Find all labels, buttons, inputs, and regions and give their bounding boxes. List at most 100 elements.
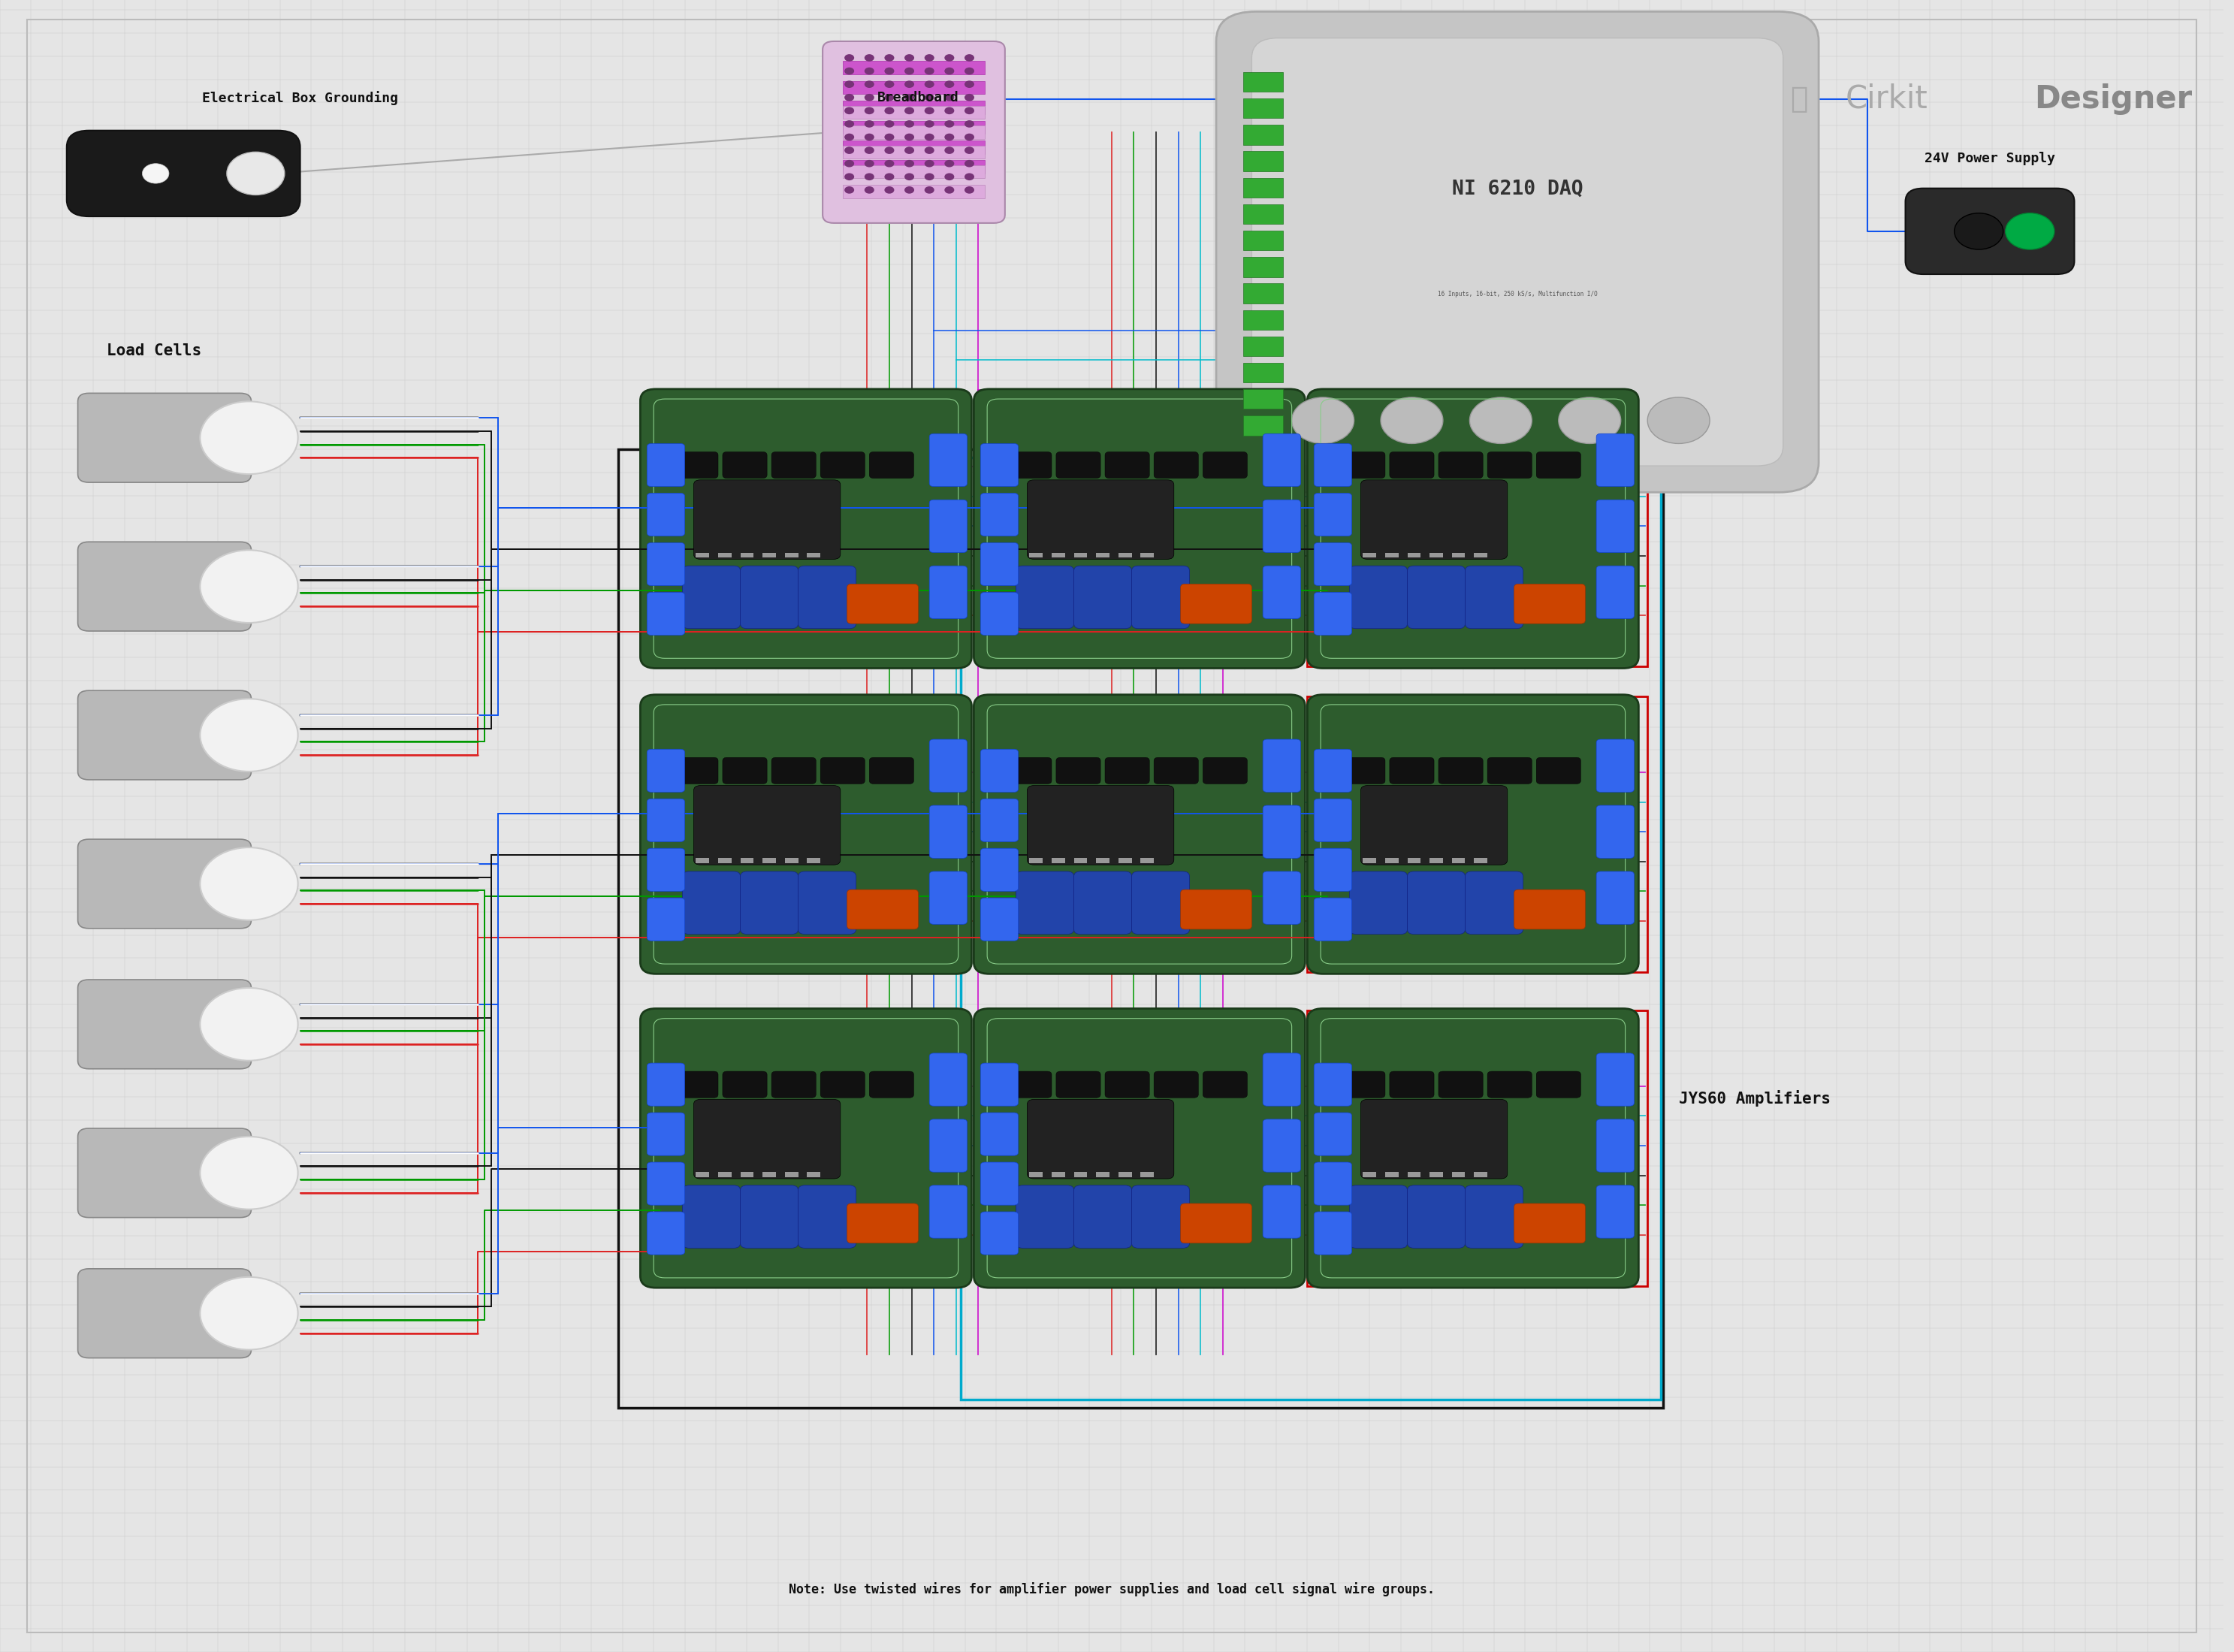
FancyBboxPatch shape bbox=[1133, 872, 1188, 935]
Text: 24V Power Supply: 24V Power Supply bbox=[1923, 152, 2055, 165]
FancyBboxPatch shape bbox=[974, 694, 1305, 975]
FancyBboxPatch shape bbox=[1361, 1100, 1508, 1180]
Bar bbox=[1242, 284, 1282, 304]
FancyBboxPatch shape bbox=[974, 1008, 1305, 1289]
Circle shape bbox=[201, 1277, 297, 1350]
FancyBboxPatch shape bbox=[981, 542, 1019, 586]
Circle shape bbox=[844, 187, 853, 193]
Bar bbox=[1242, 231, 1282, 251]
Bar bbox=[1075, 552, 1088, 558]
Circle shape bbox=[865, 160, 873, 167]
FancyBboxPatch shape bbox=[1314, 899, 1352, 942]
FancyBboxPatch shape bbox=[641, 1008, 972, 1289]
Circle shape bbox=[865, 173, 873, 180]
Circle shape bbox=[201, 847, 297, 920]
Circle shape bbox=[885, 81, 894, 88]
Circle shape bbox=[965, 55, 974, 61]
Circle shape bbox=[844, 81, 853, 88]
FancyBboxPatch shape bbox=[1075, 872, 1133, 935]
FancyBboxPatch shape bbox=[648, 750, 686, 793]
FancyBboxPatch shape bbox=[1361, 479, 1508, 558]
Circle shape bbox=[885, 121, 894, 127]
Circle shape bbox=[1646, 398, 1709, 444]
FancyBboxPatch shape bbox=[847, 1203, 918, 1244]
Text: Note: Use twisted wires for amplifier power supplies and load cell signal wire g: Note: Use twisted wires for amplifier po… bbox=[789, 1583, 1434, 1596]
Circle shape bbox=[965, 94, 974, 101]
FancyBboxPatch shape bbox=[869, 1072, 914, 1099]
FancyBboxPatch shape bbox=[1349, 565, 1407, 628]
FancyBboxPatch shape bbox=[820, 1072, 865, 1099]
Circle shape bbox=[844, 173, 853, 180]
FancyBboxPatch shape bbox=[1262, 806, 1300, 859]
Circle shape bbox=[885, 94, 894, 101]
Text: 16 Inputs, 16-bit, 250 kS/s, Multifunction I/O: 16 Inputs, 16-bit, 250 kS/s, Multifuncti… bbox=[1436, 291, 1597, 297]
Circle shape bbox=[905, 55, 914, 61]
FancyBboxPatch shape bbox=[1008, 757, 1052, 785]
FancyBboxPatch shape bbox=[929, 433, 967, 486]
Bar bbox=[842, 61, 985, 74]
FancyBboxPatch shape bbox=[684, 1186, 739, 1249]
Circle shape bbox=[965, 147, 974, 154]
FancyBboxPatch shape bbox=[1597, 565, 1633, 620]
FancyBboxPatch shape bbox=[1597, 499, 1633, 552]
FancyBboxPatch shape bbox=[929, 1186, 967, 1239]
FancyBboxPatch shape bbox=[929, 499, 967, 552]
FancyBboxPatch shape bbox=[1307, 388, 1638, 667]
Bar bbox=[1407, 859, 1421, 862]
FancyBboxPatch shape bbox=[929, 872, 967, 925]
FancyBboxPatch shape bbox=[1314, 1113, 1352, 1156]
Circle shape bbox=[865, 81, 873, 88]
Bar bbox=[1307, 1011, 1646, 1285]
FancyBboxPatch shape bbox=[67, 131, 299, 216]
Circle shape bbox=[925, 134, 934, 140]
Bar bbox=[1242, 126, 1282, 145]
FancyBboxPatch shape bbox=[1340, 1072, 1385, 1099]
Circle shape bbox=[865, 94, 873, 101]
FancyBboxPatch shape bbox=[1075, 1186, 1133, 1249]
Circle shape bbox=[905, 68, 914, 74]
FancyBboxPatch shape bbox=[648, 1213, 686, 1256]
FancyBboxPatch shape bbox=[974, 388, 1305, 667]
FancyBboxPatch shape bbox=[1202, 1072, 1247, 1099]
FancyBboxPatch shape bbox=[1597, 872, 1633, 925]
FancyBboxPatch shape bbox=[1390, 757, 1434, 785]
FancyBboxPatch shape bbox=[1314, 443, 1352, 486]
Bar bbox=[1119, 1173, 1133, 1176]
FancyBboxPatch shape bbox=[1028, 479, 1173, 558]
Circle shape bbox=[965, 187, 974, 193]
Circle shape bbox=[945, 187, 954, 193]
Bar bbox=[1242, 390, 1282, 410]
Bar bbox=[1242, 337, 1282, 357]
Text: Cirkit: Cirkit bbox=[1845, 83, 1928, 116]
FancyBboxPatch shape bbox=[1133, 1186, 1188, 1249]
FancyBboxPatch shape bbox=[1361, 786, 1508, 866]
Text: Breadboard: Breadboard bbox=[878, 91, 958, 104]
FancyBboxPatch shape bbox=[78, 691, 250, 780]
FancyBboxPatch shape bbox=[929, 565, 967, 620]
FancyBboxPatch shape bbox=[648, 1113, 686, 1156]
Circle shape bbox=[965, 68, 974, 74]
Bar bbox=[1242, 258, 1282, 278]
Circle shape bbox=[925, 81, 934, 88]
Bar bbox=[1142, 859, 1155, 862]
Circle shape bbox=[945, 68, 954, 74]
FancyBboxPatch shape bbox=[1488, 453, 1533, 479]
Bar bbox=[1242, 311, 1282, 330]
Circle shape bbox=[844, 121, 853, 127]
Bar bbox=[717, 1173, 731, 1176]
Bar bbox=[717, 859, 731, 862]
Bar bbox=[842, 140, 985, 154]
FancyBboxPatch shape bbox=[1407, 1186, 1466, 1249]
FancyBboxPatch shape bbox=[1407, 565, 1466, 628]
Bar bbox=[1030, 552, 1043, 558]
Circle shape bbox=[844, 107, 853, 114]
FancyBboxPatch shape bbox=[1349, 872, 1407, 935]
Circle shape bbox=[865, 134, 873, 140]
Bar bbox=[697, 1173, 708, 1176]
FancyBboxPatch shape bbox=[1597, 1054, 1633, 1107]
Bar bbox=[842, 81, 985, 94]
FancyBboxPatch shape bbox=[1537, 757, 1582, 785]
FancyBboxPatch shape bbox=[1597, 433, 1633, 486]
Bar bbox=[1474, 552, 1488, 558]
Bar bbox=[739, 1173, 753, 1176]
